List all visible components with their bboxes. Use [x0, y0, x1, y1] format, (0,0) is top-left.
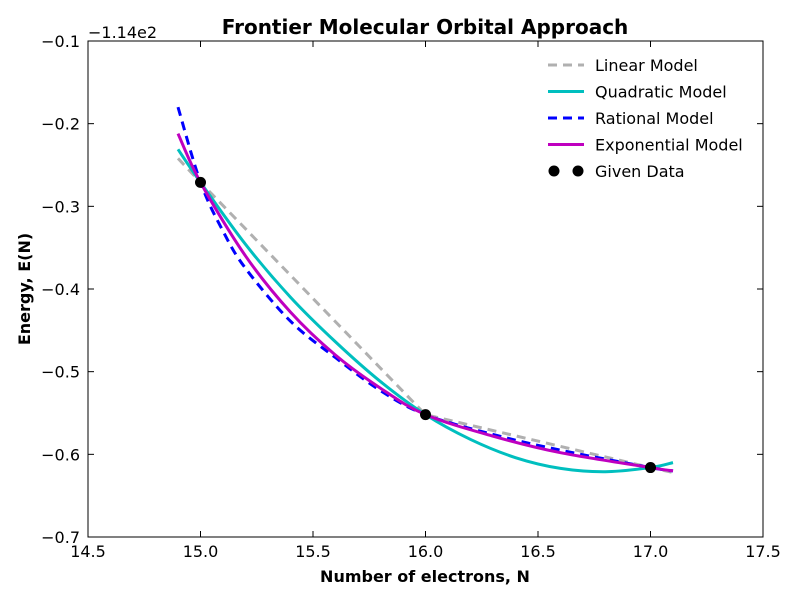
x-tick-label: 17.5 [745, 542, 781, 561]
x-tick-label: 16.5 [520, 542, 556, 561]
rational-model-line [176, 106, 674, 473]
plot-frame [87, 40, 764, 538]
y-tick-label: −0.7 [41, 528, 80, 547]
data-point [195, 176, 206, 188]
x-tick-label: 15.0 [183, 542, 219, 561]
x-tick-label: 16.0 [408, 542, 444, 561]
quadratic-model-line [176, 148, 674, 474]
axis-ticks: 14.5 15.0 15.5 16.0 16.5 17.0 17.5 −0.1 −0.2 −0.3… [41, 32, 781, 561]
legend-label-exponential-model: Exponential Model [595, 136, 743, 155]
legend: Linear Model Quadratic Model Rational Mode… [548, 56, 743, 181]
legend-marker [572, 165, 584, 177]
y-tick-label: −0.5 [41, 363, 80, 382]
y-axis-offset-label: −1.14e2 [88, 23, 157, 42]
x-tick-label: 17.0 [633, 542, 669, 561]
y-axis-label: Energy, E(N) [15, 233, 34, 345]
x-tick-label: 15.5 [295, 542, 331, 561]
legend-label-rational-model: Rational Model [595, 109, 714, 128]
y-tick-label: −0.2 [41, 115, 80, 134]
y-tick-label: −0.6 [41, 445, 80, 464]
y-tick-label: −0.4 [41, 280, 80, 299]
data-point [420, 409, 431, 421]
chart-title: Frontier Molecular Orbital Approach [222, 15, 629, 39]
x-axis-label: Number of electrons, N [320, 567, 530, 586]
y-tick-label: −0.1 [41, 32, 80, 51]
legend-label-quadratic-model: Quadratic Model [595, 83, 727, 102]
data-point [645, 462, 656, 474]
y-tick-label: −0.3 [41, 197, 80, 216]
legend-label-linear-model: Linear Model [595, 56, 698, 75]
x-tick-label: 14.5 [70, 542, 106, 561]
legend-label-given-data: Given Data [595, 162, 685, 181]
marker-layer [195, 176, 656, 474]
legend-marker [548, 165, 560, 177]
exponential-model-line [176, 132, 674, 473]
linear-model-line [176, 157, 674, 474]
